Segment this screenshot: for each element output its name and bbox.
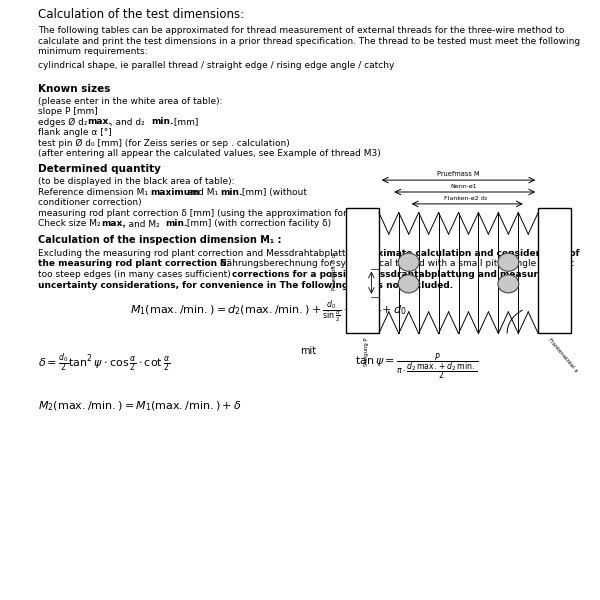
Text: [mm] (without: [mm] (without (239, 188, 307, 197)
Text: Pruefmass M: Pruefmass M (437, 171, 480, 177)
Bar (538, 208, 571, 334)
Bar (346, 208, 379, 334)
Text: minimum requirements:: minimum requirements: (38, 47, 148, 56)
Text: cylindrical shape, ie parallel thread / straight edge / rising edge angle / catc: cylindrical shape, ie parallel thread / … (38, 61, 394, 70)
Text: min.: min. (220, 188, 242, 197)
Text: mit: mit (300, 346, 316, 356)
Text: min.: min. (165, 220, 188, 229)
Text: Flankenwinkel a: Flankenwinkel a (548, 337, 578, 373)
Text: Nährungsberechnung for symmetrical thread with a small pitch angle and not: Nährungsberechnung for symmetrical threa… (217, 259, 574, 269)
Text: min.: min. (152, 118, 174, 127)
Text: Reference dimension M₁ .: Reference dimension M₁ . (38, 188, 157, 197)
Text: too steep edges (in many cases sufficient): too steep edges (in many cases sufficien… (38, 270, 233, 279)
Text: [mm] (with correction facility δ): [mm] (with correction facility δ) (184, 220, 332, 229)
Text: calculate and print the test dimensions in a prior thread specification. The thr: calculate and print the test dimensions … (38, 37, 580, 46)
Text: Check size M₂: Check size M₂ (38, 220, 104, 229)
Text: test pin Ø d₀ [mm] (for Zeiss series or sep . calculation): test pin Ø d₀ [mm] (for Zeiss series or … (38, 139, 290, 148)
Text: Calculation of the inspection dimension M₁ :: Calculation of the inspection dimension … (38, 235, 281, 245)
Text: maximum: maximum (151, 188, 200, 197)
Text: edges Ø d₂: edges Ø d₂ (38, 118, 91, 127)
Text: Pr.uefstift-Ø d₀: Pr.uefstift-Ø d₀ (332, 252, 337, 290)
Text: $\delta=\frac{d_0}{2}\tan^2\psi\cdot\cos\frac{\alpha}{2}\cdot\cot\frac{\alpha}{2: $\delta=\frac{d_0}{2}\tan^2\psi\cdot\cos… (38, 351, 170, 374)
Text: conditioner correction): conditioner correction) (38, 199, 142, 208)
Text: Flanken-ø2 d₂: Flanken-ø2 d₂ (445, 196, 488, 201)
Text: (please enter in the white area of table):: (please enter in the white area of table… (38, 97, 223, 106)
Text: max.: max. (88, 118, 112, 127)
Text: slope P [mm]: slope P [mm] (38, 107, 98, 116)
Text: approximate calculation and consideration of: approximate calculation and consideratio… (349, 249, 580, 258)
Text: $\tan\psi=\frac{P}{\pi\cdot\dfrac{d_2\,\mathrm{max.}+d_2\,\mathrm{min.}}{2}}$: $\tan\psi=\frac{P}{\pi\cdot\dfrac{d_2\,\… (355, 351, 478, 382)
Text: Steigung P: Steigung P (364, 338, 369, 366)
Text: (to be displayed in the black area of table):: (to be displayed in the black area of ta… (38, 178, 235, 187)
Text: and M₁: and M₁ (184, 188, 221, 197)
Text: the measuring rod plant correction δ:: the measuring rod plant correction δ: (38, 259, 230, 269)
Text: max.: max. (101, 220, 125, 229)
Text: (after entering all appear the calculated values, see Example of thread M3): (after entering all appear the calculate… (38, 149, 381, 158)
Text: Calculation of the test dimensions:: Calculation of the test dimensions: (38, 8, 244, 21)
Circle shape (498, 275, 519, 293)
Circle shape (398, 253, 419, 271)
Circle shape (498, 253, 519, 271)
Text: $M_2(\mathrm{max./min.})=M_1(\mathrm{max./min.})+\delta$: $M_2(\mathrm{max./min.})=M_1(\mathrm{max… (38, 399, 241, 413)
Text: The following tables can be approximated for thread measurement of external thre: The following tables can be approximated… (38, 26, 565, 35)
Text: , and M₂: , and M₂ (120, 220, 163, 229)
Text: [mm]: [mm] (171, 118, 198, 127)
Text: corrections for a possible Messdrahtabplattung and measurement: corrections for a possible Messdrahtabpl… (232, 270, 570, 279)
Text: uncertainty considerations, for convenience in The following tables not included: uncertainty considerations, for convenie… (38, 280, 453, 289)
Text: flank angle α [°]: flank angle α [°] (38, 128, 112, 137)
Text: measuring rod plant correction δ [mm] (using the approximation formula): measuring rod plant correction δ [mm] (u… (38, 209, 373, 218)
Circle shape (398, 275, 419, 293)
Text: , and d₂: , and d₂ (107, 118, 148, 127)
Text: $M_1(\mathrm{max./min.})=d_2(\mathrm{max./min.})+\frac{d_0}{\sin\frac{\alpha}{2}: $M_1(\mathrm{max./min.})=d_2(\mathrm{max… (130, 299, 407, 325)
Text: Excluding the measuring rod plant correction and Messdrahtabplattung: Excluding the measuring rod plant correc… (38, 249, 365, 258)
Text: Known sizes: Known sizes (38, 83, 110, 94)
Text: Nenn-ø1: Nenn-ø1 (450, 184, 477, 189)
Text: Determined quantity: Determined quantity (38, 164, 161, 175)
